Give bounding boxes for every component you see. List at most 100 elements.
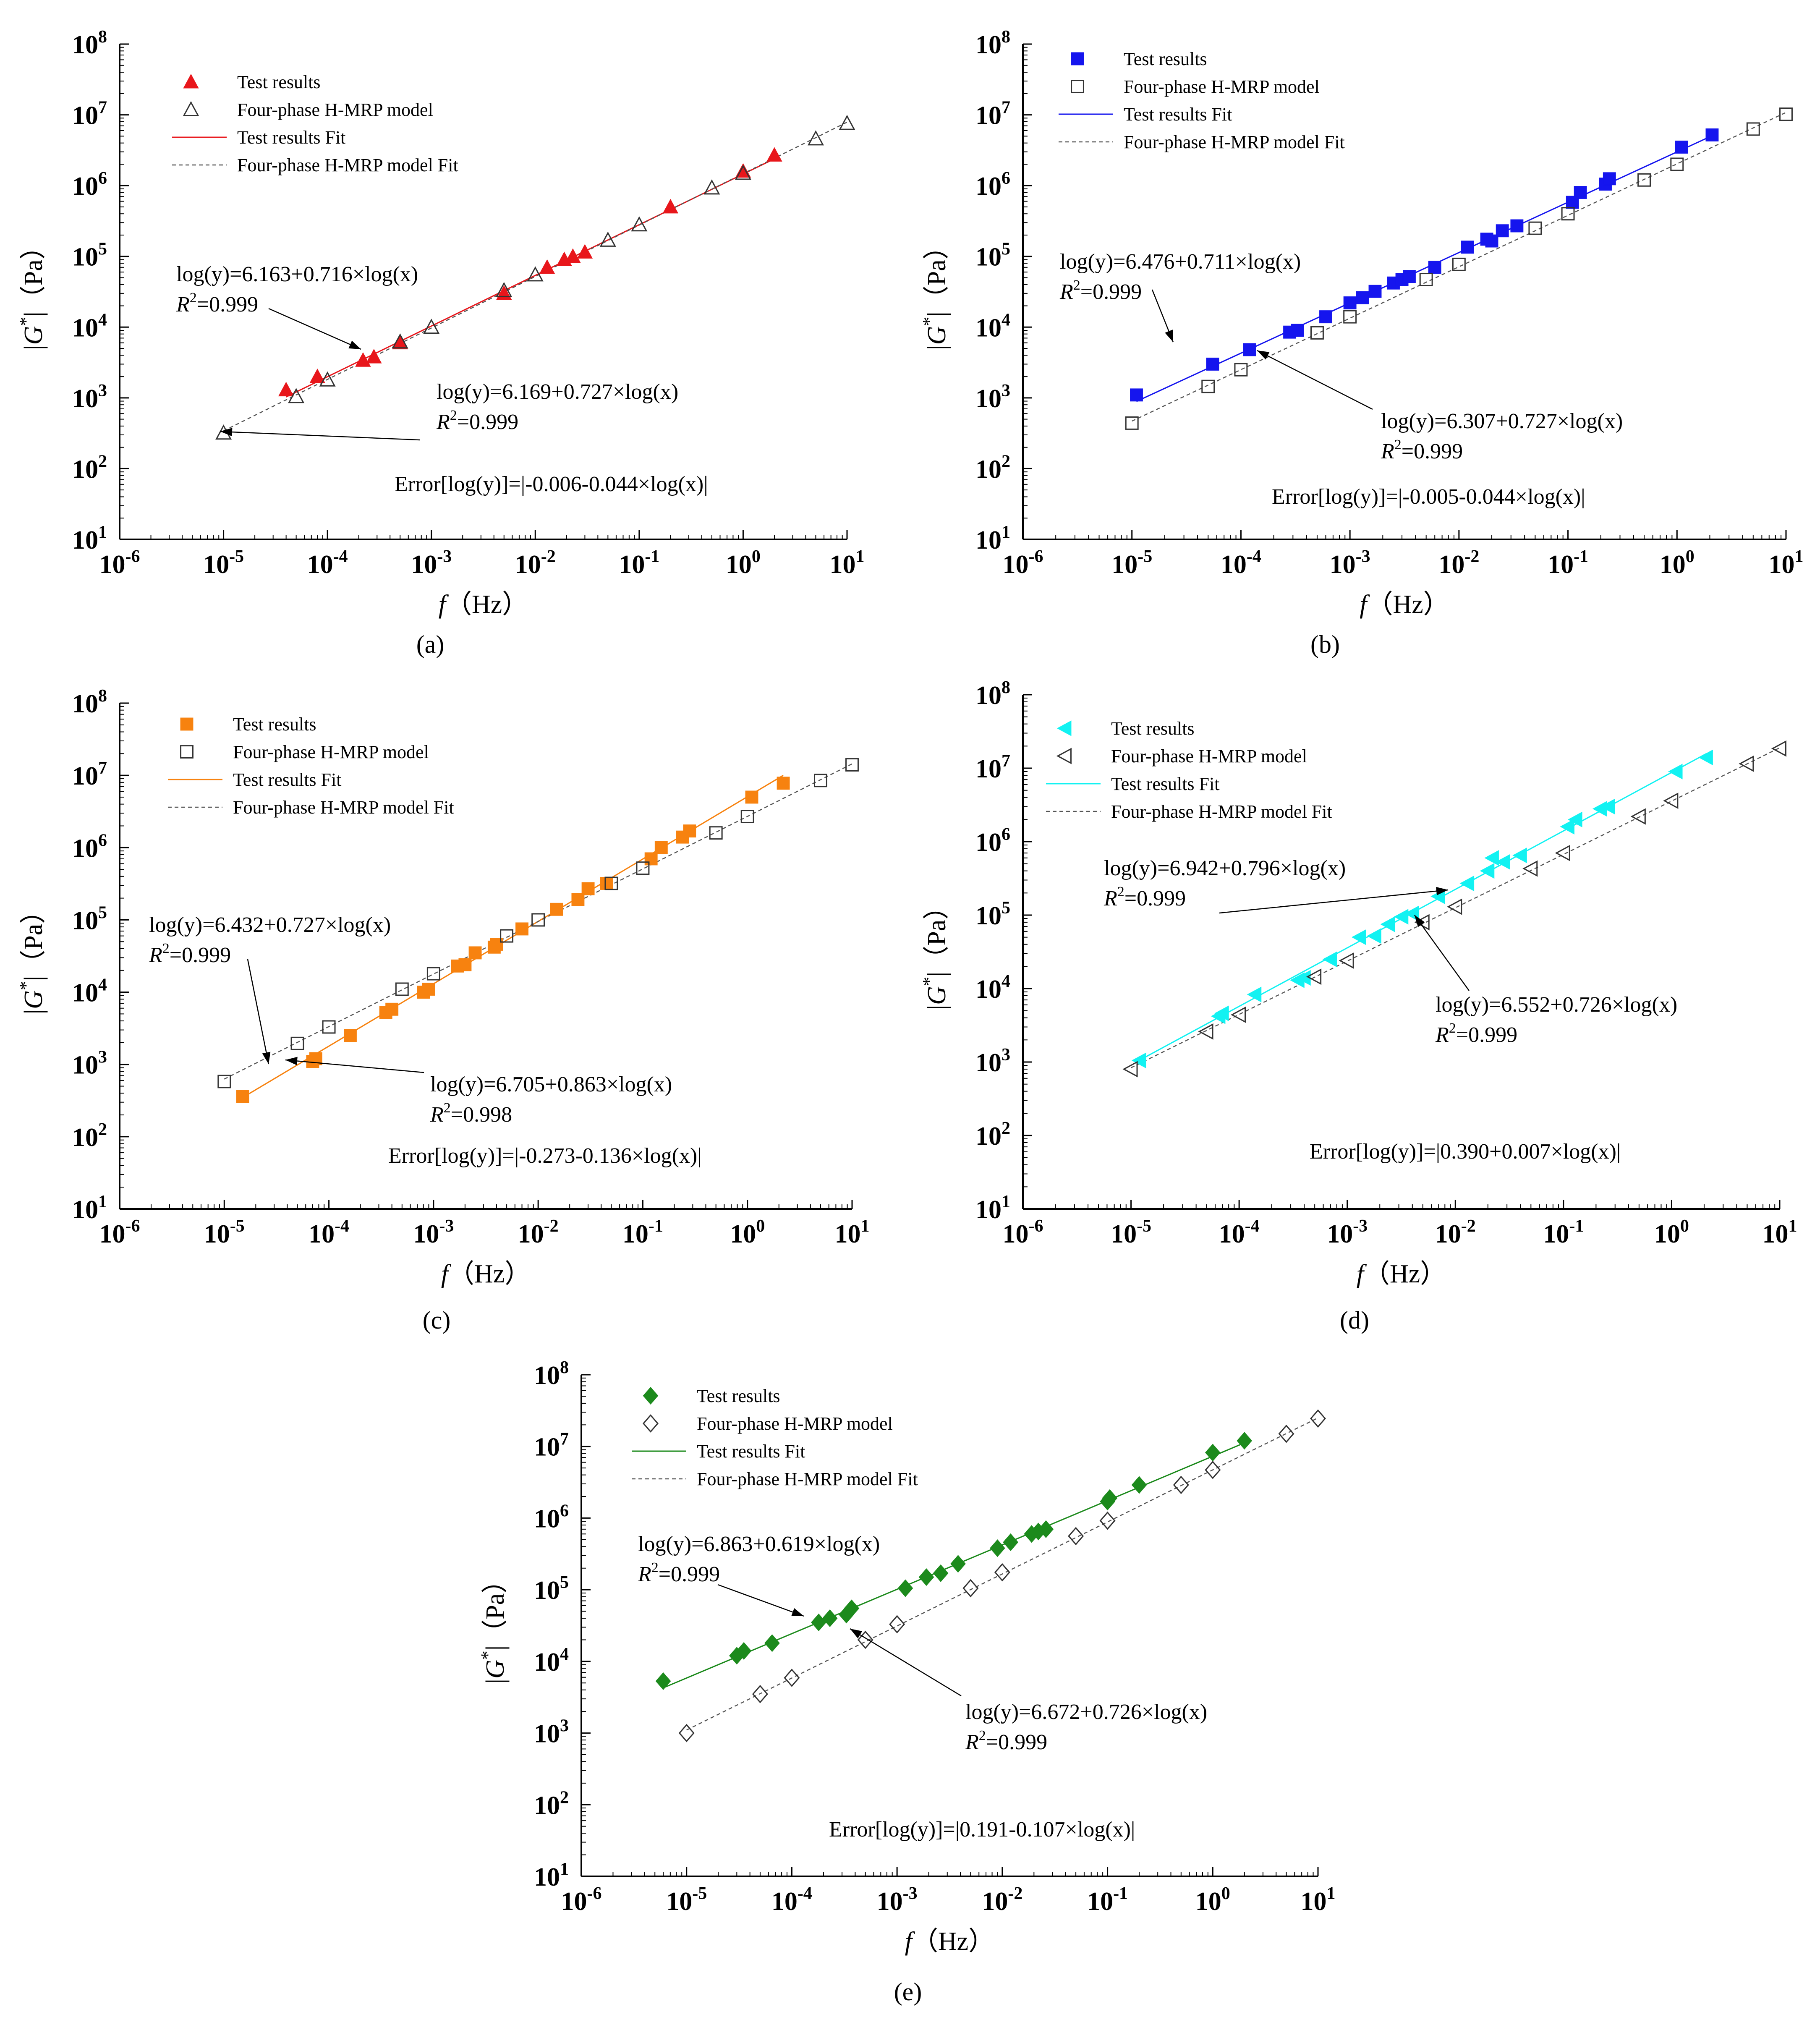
subfigure-label: (b)	[1310, 630, 1340, 658]
legend-model-marker	[1071, 80, 1084, 93]
x-tick-label: 10-2	[1435, 1216, 1476, 1248]
test-point	[990, 1539, 1005, 1557]
model-point	[1099, 1511, 1116, 1530]
legend: Test results Four-phase H-MRP model Test r…	[1046, 718, 1332, 822]
error-expression: Error[log(y)]=|0.191-0.107×log(x)|	[829, 1818, 1135, 1842]
model-point	[322, 1020, 336, 1034]
y-tick-label: 103	[72, 1048, 107, 1080]
test-point	[236, 1090, 249, 1103]
test-point	[1130, 388, 1143, 402]
model-point	[1173, 1475, 1189, 1494]
model-point	[531, 913, 545, 927]
legend-label: Four-phase H-MRP model Fit	[1111, 801, 1332, 822]
model-point	[319, 371, 336, 387]
model-point	[1125, 416, 1139, 430]
x-axis-label: f（Hz）	[905, 1927, 995, 1956]
model-point	[678, 1724, 695, 1742]
y-tick-label: 104	[975, 972, 1010, 1004]
model-point	[1739, 755, 1754, 772]
y-axis-label: |G*|（Pa）	[919, 233, 951, 350]
model-point	[1561, 207, 1575, 221]
x-tick-label: 100	[1654, 1216, 1689, 1248]
test-point	[1480, 863, 1495, 879]
model-point	[395, 982, 409, 996]
annotation-arrow	[1219, 889, 1449, 914]
legend-label: Four-phase H-MRP model	[1111, 746, 1307, 767]
y-tick-label: 106	[72, 831, 107, 863]
panel-d: 10-6 10-5 10-4 10-3 10-2 10-1 100 101 101 102 103 1…	[919, 678, 1797, 1334]
panel-a: 10-6 10-5 10-4 10-3 10-2 10-1 100 101 101 102 103 1…	[16, 27, 865, 658]
x-tick-label: 10-5	[1111, 547, 1152, 579]
y-axis-label: |G*|（Pa）	[477, 1567, 510, 1684]
r-squared: R2=0.999	[965, 1728, 1047, 1754]
y-tick-label: 105	[975, 240, 1010, 272]
fit-equation: log(y)=6.863+0.619×log(x)	[638, 1532, 880, 1556]
legend-label: Test results	[697, 1386, 780, 1406]
test-point	[571, 893, 585, 906]
x-tick-label: 100	[726, 547, 761, 579]
test-point	[1603, 172, 1616, 186]
x-tick-label: 101	[830, 547, 865, 579]
model-point	[599, 231, 616, 247]
annotation-arrow-head	[220, 428, 233, 437]
test-point	[662, 199, 679, 214]
y-tick-label: 104	[72, 976, 107, 1007]
model-point	[1278, 1424, 1294, 1443]
y-tick-label: 102	[72, 452, 107, 484]
model-point	[1122, 1061, 1138, 1078]
y-tick-label: 108	[72, 27, 107, 59]
test-point	[1380, 916, 1395, 932]
model-point	[1746, 122, 1760, 136]
annotation-arrow	[220, 431, 420, 441]
legend-model-marker	[180, 745, 194, 759]
test-point	[515, 922, 528, 936]
r-squared: R2=0.999	[1059, 277, 1142, 304]
test-point	[344, 1029, 357, 1042]
y-tick-label: 108	[975, 678, 1010, 710]
legend-label: Four-phase H-MRP model Fit	[237, 155, 458, 175]
fit-equation: log(y)=6.672+0.726×log(x)	[965, 1700, 1207, 1724]
x-tick-label: 10-1	[1087, 1884, 1128, 1916]
model-point	[604, 876, 618, 890]
model-point	[527, 266, 544, 282]
y-tick-label: 105	[72, 903, 107, 935]
model-point	[1555, 845, 1570, 861]
fit-equation: log(y)=6.169+0.727×log(x)	[437, 380, 678, 404]
test-point	[1510, 219, 1524, 233]
x-tick-label: 10-2	[518, 1216, 559, 1248]
model-point	[500, 929, 514, 943]
test-point	[764, 1634, 780, 1652]
legend-label: Test results Fit	[1124, 104, 1232, 125]
legend-label: Test results Fit	[1111, 774, 1219, 794]
model-point	[845, 758, 859, 772]
legend-test-marker	[183, 73, 199, 89]
fit-equation: log(y)=6.552+0.726×log(x)	[1436, 993, 1677, 1017]
panel-c: 10-6 10-5 10-4 10-3 10-2 10-1 100 101 101 102 103 1…	[16, 686, 870, 1334]
test-point	[458, 958, 472, 971]
test-point	[565, 248, 581, 263]
model-point	[1447, 898, 1462, 915]
test-point	[1394, 909, 1409, 925]
legend-label: Test results	[1111, 718, 1195, 739]
legend-label: Four-phase H-MRP model	[237, 99, 433, 120]
error-expression: Error[log(y)]=|0.390+0.007×log(x)|	[1310, 1140, 1621, 1164]
test-point	[468, 946, 482, 960]
model-point	[392, 333, 408, 349]
x-tick-label: 10-6	[99, 547, 140, 579]
y-tick-label: 104	[72, 310, 107, 342]
legend-model-marker	[1056, 748, 1072, 764]
y-tick-label: 107	[534, 1430, 569, 1462]
legend: Test results Four-phase H-MRP model Test r…	[1059, 49, 1345, 152]
plot-area	[1125, 107, 1793, 430]
legend-label: Test results Fit	[233, 769, 341, 790]
test-point	[366, 349, 382, 364]
x-tick-label: 10-6	[1003, 547, 1043, 579]
y-tick-label: 103	[975, 381, 1010, 413]
model-point	[814, 774, 827, 787]
test-point	[1206, 357, 1219, 371]
test-point	[1574, 186, 1587, 199]
test-point	[918, 1568, 934, 1586]
annotation-arrow-head	[1415, 915, 1425, 927]
panel-e: 10-6 10-5 10-4 10-3 10-2 10-1 100 101 101 102 103 1…	[477, 1358, 1336, 2006]
